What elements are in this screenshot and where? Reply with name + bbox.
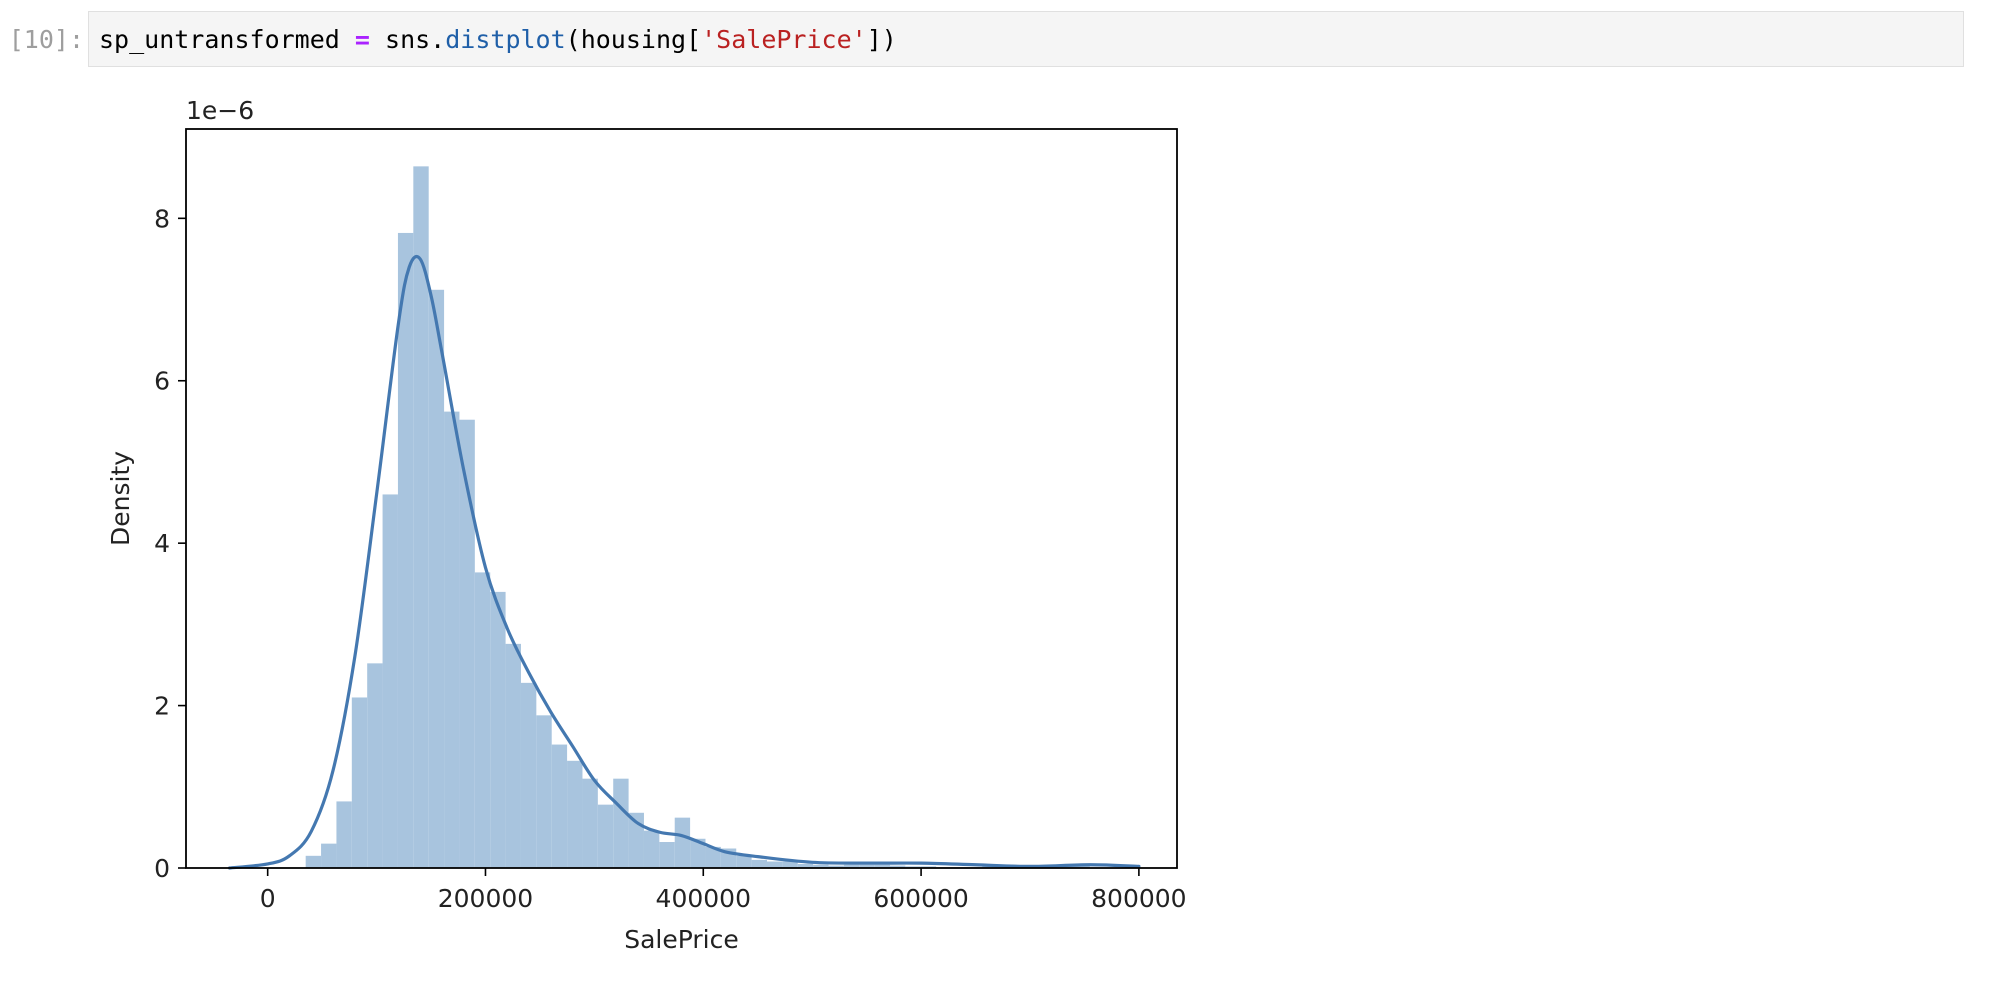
hist-bar <box>567 760 583 868</box>
hist-bar <box>382 494 398 868</box>
hist-bar <box>674 817 691 868</box>
hist-bar <box>736 855 752 868</box>
x-tick-label: 0 <box>260 884 276 913</box>
hist-bar <box>367 663 383 868</box>
x-axis-ticks: 0 200000 400000 600000 800000 <box>260 868 1187 913</box>
code-module: sns <box>385 25 431 54</box>
code-open-paren: (housing[ <box>565 25 702 54</box>
hist-bar <box>643 830 660 868</box>
code-line[interactable]: sp_untransformed = sns.distplot(housing[… <box>99 22 897 58</box>
hist-bar <box>413 166 429 868</box>
hist-bar <box>305 855 322 868</box>
hist-bar <box>782 861 798 868</box>
hist-bar <box>490 591 506 868</box>
code-input-area[interactable]: sp_untransformed = sns.distplot(housing[… <box>88 11 1964 67</box>
code-dot: . <box>430 25 446 54</box>
hist-bar <box>613 778 629 868</box>
hist-bar <box>751 859 767 868</box>
code-operator: = <box>354 25 370 54</box>
hist-bar <box>397 232 414 868</box>
x-axis-label: SalePrice <box>624 925 739 954</box>
hist-bar <box>874 864 891 868</box>
x-tick-label: 600000 <box>873 884 968 913</box>
hist-bar <box>890 865 906 868</box>
y-tick-label: 6 <box>154 367 170 396</box>
cell-output: 0 200000 400000 600000 800000 0 2 4 6 8 SalePric… <box>88 80 1988 980</box>
code-variable: sp_untransformed <box>99 25 340 54</box>
kde-curve <box>227 254 1141 870</box>
code-close-paren: ]) <box>866 25 897 54</box>
axes-frame <box>185 128 1178 869</box>
hist-bar <box>813 864 829 868</box>
hist-bar <box>536 715 552 868</box>
hist-bar <box>797 863 814 868</box>
hist-bar <box>459 419 475 868</box>
hist-bar <box>321 843 337 868</box>
y-tick-label: 0 <box>154 854 170 883</box>
hist-bar <box>336 801 352 868</box>
hist-bar <box>659 842 675 868</box>
hist-bar <box>474 572 491 868</box>
code-string-arg: 'SalePrice' <box>701 25 867 54</box>
hist-bar <box>582 778 598 868</box>
hist-bar <box>444 411 460 868</box>
hist-bar <box>351 697 368 868</box>
hist-bar <box>859 864 875 868</box>
histogram-bars <box>305 166 1090 868</box>
y-axis-label: Density <box>106 451 135 546</box>
hist-bar <box>766 861 783 868</box>
hist-bar <box>428 289 445 868</box>
hist-bar <box>597 804 614 868</box>
y-tick-label: 2 <box>154 692 170 721</box>
distplot-chart: 0 200000 400000 600000 800000 0 2 4 6 8 SalePric… <box>106 96 1187 954</box>
hist-bar <box>520 682 537 868</box>
hist-bar <box>843 864 860 868</box>
execution-count: [10]: <box>8 25 84 54</box>
x-tick-label: 400000 <box>656 884 751 913</box>
x-tick-label: 200000 <box>438 884 533 913</box>
hist-bar <box>690 838 706 868</box>
hist-bar <box>628 812 644 868</box>
hist-bar <box>705 846 721 868</box>
hist-bar <box>551 744 568 868</box>
hist-bar <box>505 643 521 868</box>
code-function: distplot <box>445 25 566 54</box>
hist-bar <box>828 865 844 868</box>
y-tick-label: 8 <box>154 204 170 233</box>
y-axis-ticks: 0 2 4 6 8 <box>154 204 186 883</box>
y-axis-offset-label: 1e−6 <box>186 96 254 125</box>
y-tick-label: 4 <box>154 529 170 558</box>
x-tick-label: 800000 <box>1091 884 1186 913</box>
